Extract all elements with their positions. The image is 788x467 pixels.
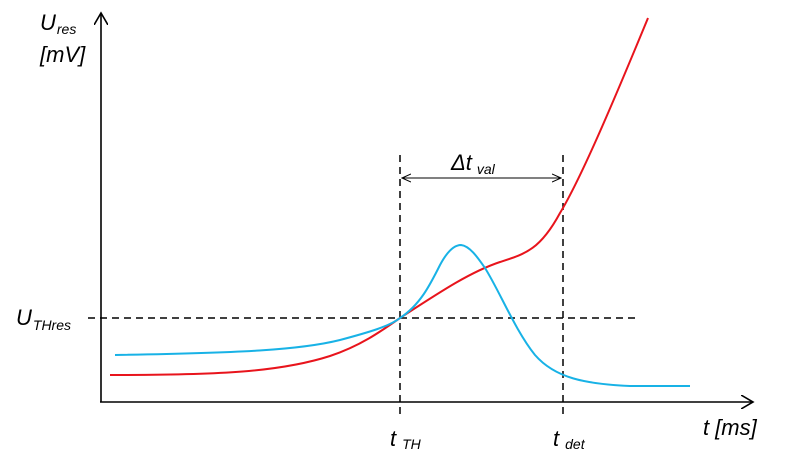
t-th-label-sub: TH — [402, 436, 422, 452]
interval-label-sub: val — [477, 161, 496, 177]
t-th-label: t TH — [390, 426, 422, 452]
series-blue-line — [114, 243, 690, 387]
x-axis-label: t [ms] — [703, 415, 758, 440]
y-axis-symbol: Ures — [40, 10, 76, 37]
t-det-label: t det — [553, 426, 586, 452]
y-axis-symbol-sub: res — [57, 21, 76, 37]
interval-label: Δt val — [450, 150, 496, 177]
series-red-line — [109, 17, 649, 376]
y-axis-unit: [mV] — [39, 42, 86, 67]
x-axis-unit: [ms] — [714, 415, 757, 440]
threshold-label: UTHres — [16, 305, 71, 333]
t-det-label-sub: det — [565, 436, 586, 452]
x-axis-symbol: t — [703, 415, 710, 440]
threshold-label-sub: THres — [33, 317, 71, 333]
